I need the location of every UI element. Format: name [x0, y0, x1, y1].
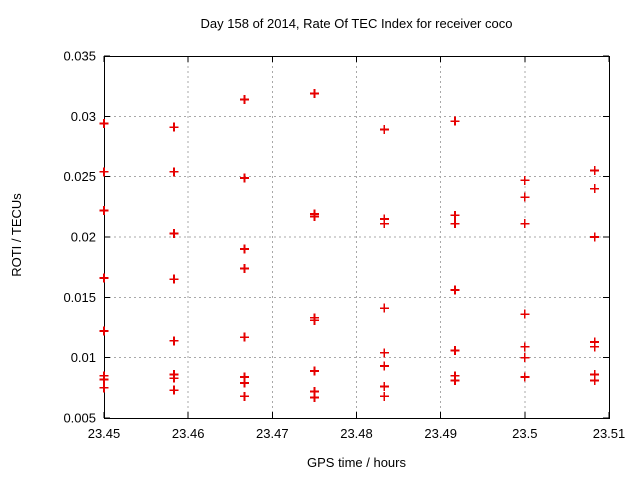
y-tick-label: 0.025 [63, 169, 96, 184]
y-tick-label: 0.02 [71, 230, 96, 245]
data-point [99, 273, 109, 283]
data-point [379, 348, 389, 358]
x-tick-label: 23.49 [424, 426, 457, 441]
data-point [99, 383, 109, 393]
data-point [169, 373, 179, 383]
x-tick-label: 23.5 [512, 426, 537, 441]
data-point [520, 219, 530, 229]
data-point [169, 167, 179, 177]
data-point [450, 116, 460, 126]
x-tick-label: 23.51 [593, 426, 626, 441]
data-point [450, 285, 460, 295]
data-point [240, 391, 250, 401]
data-point [379, 303, 389, 313]
data-point [450, 345, 460, 355]
data-point [240, 332, 250, 342]
data-point [379, 125, 389, 135]
data-point [520, 353, 530, 363]
data-point [169, 274, 179, 284]
data-point [520, 309, 530, 319]
data-point [450, 219, 460, 229]
data-point [309, 88, 319, 98]
data-point [99, 167, 109, 177]
data-point [240, 94, 250, 104]
x-tick-label: 23.46 [172, 426, 205, 441]
data-point [379, 219, 389, 229]
y-tick-label: 0.035 [63, 49, 96, 64]
chart-title: Day 158 of 2014, Rate Of TEC Index for r… [200, 16, 513, 31]
data-point [590, 166, 600, 176]
x-tick-label: 23.45 [88, 426, 121, 441]
data-point [99, 119, 109, 129]
y-tick-label: 0.005 [63, 411, 96, 426]
data-point [240, 378, 250, 388]
y-axis-title: ROTI / TECUs [9, 193, 24, 277]
data-point [309, 211, 319, 221]
y-tick-label: 0.015 [63, 290, 96, 305]
data-point [99, 326, 109, 336]
data-point [99, 374, 109, 384]
x-tick-label: 23.47 [256, 426, 289, 441]
data-point [520, 192, 530, 202]
data-point [309, 392, 319, 402]
data-point [240, 244, 250, 254]
data-point [169, 385, 179, 395]
data-point [169, 228, 179, 238]
data-point [309, 366, 319, 376]
data-point [379, 361, 389, 371]
data-point [169, 336, 179, 346]
data-point [520, 342, 530, 352]
data-point [590, 184, 600, 194]
data-point [309, 315, 319, 325]
y-tick-label: 0.01 [71, 350, 96, 365]
x-tick-label: 23.48 [340, 426, 373, 441]
data-point [590, 342, 600, 352]
data-point [99, 205, 109, 215]
data-point [520, 175, 530, 185]
y-tick-label: 0.03 [71, 109, 96, 124]
data-point [450, 210, 460, 220]
data-point [169, 122, 179, 132]
data-point [590, 232, 600, 242]
data-point [379, 382, 389, 392]
data-point [520, 372, 530, 382]
data-point [450, 376, 460, 386]
x-axis-title: GPS time / hours [307, 455, 406, 470]
data-point [240, 173, 250, 183]
data-point [240, 263, 250, 273]
data-point [590, 376, 600, 386]
data-point [379, 391, 389, 401]
